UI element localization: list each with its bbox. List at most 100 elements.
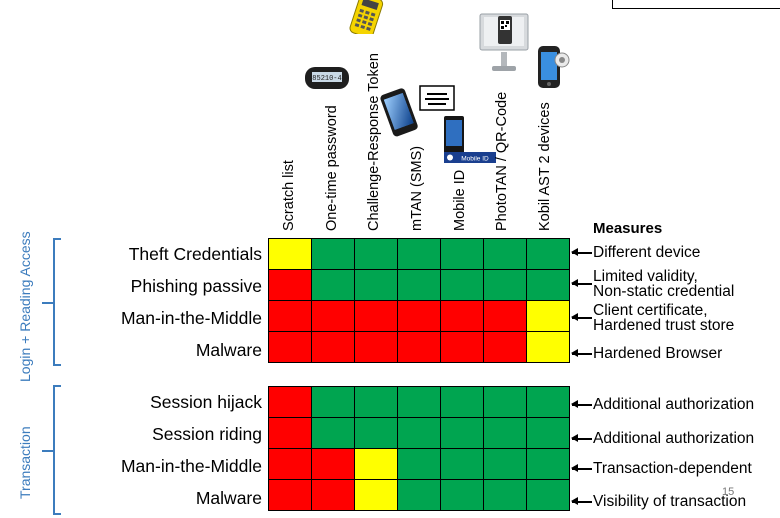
measure-item: Hardened Browser: [571, 345, 723, 363]
matrix-cell: [397, 386, 441, 418]
column-label-mtan-sms: mTAN (SMS): [409, 145, 425, 231]
matrix-cell: [483, 417, 527, 449]
measure-text: Visibility of transaction: [593, 493, 747, 511]
measure-item: Additional authorization: [571, 396, 755, 414]
matrix-cell: [268, 448, 312, 480]
matrix-cell: [397, 300, 441, 332]
arrow-left-icon: [571, 465, 592, 472]
arrow-left-icon: [571, 350, 592, 357]
matrix-cell: [526, 331, 570, 363]
matrix-cell: [397, 238, 441, 270]
matrix-cell: [354, 269, 398, 301]
row-label-theft-credentials: Theft Credentials: [128, 244, 262, 264]
matrix-row: [268, 448, 570, 480]
matrix-row: [268, 386, 570, 418]
matrix-cell: [311, 269, 355, 301]
measure-text: Hardened Browser: [593, 345, 723, 363]
matrix-cell: [268, 331, 312, 363]
matrix-row: [268, 269, 570, 301]
matrix-cell: [526, 448, 570, 480]
row-label-man-in-the-middle-transaction: Man-in-the-Middle: [120, 456, 262, 476]
risk-matrix-login: [268, 238, 570, 363]
matrix-row: [268, 300, 570, 332]
matrix-cell: [268, 238, 312, 270]
matrix-cell: [354, 417, 398, 449]
matrix-cell: [311, 300, 355, 332]
page-number: 15: [722, 486, 735, 498]
matrix-cell: [311, 417, 355, 449]
arrow-left-icon: [571, 249, 592, 256]
row-label-session-hijack: Session hijack: [150, 392, 262, 412]
matrix-cell: [311, 331, 355, 363]
matrix-cell: [440, 331, 484, 363]
column-label-phototan-qr-code: PhotoTAN / QR-Code: [494, 91, 510, 231]
matrix-cell: [526, 479, 570, 511]
matrix-cell: [440, 300, 484, 332]
matrix-cell: [483, 238, 527, 270]
otp-token-display: 85210-4: [312, 75, 341, 83]
otp-token-icon: 85210-4: [305, 67, 349, 89]
column-label-mobile-id: Mobile ID: [452, 169, 468, 231]
matrix-cell: [397, 269, 441, 301]
measure-text: Transaction-dependent: [593, 460, 752, 478]
column-label-one-time-password: One-time password: [324, 105, 340, 231]
matrix-cell: [440, 269, 484, 301]
matrix-cell: [440, 238, 484, 270]
mobile-id-badge: Mobile ID: [461, 156, 489, 163]
matrix-row: [268, 417, 570, 449]
matrix-cell: [397, 448, 441, 480]
column-label-challenge-response-token: Challenge-Response Token: [366, 53, 382, 231]
measure-item: Visibility of transaction: [571, 493, 747, 511]
matrix-row: [268, 238, 570, 270]
measure-text: Additional authorization: [593, 396, 755, 414]
matrix-row: [268, 331, 570, 363]
matrix-cell: [526, 417, 570, 449]
row-label-man-in-the-middle-login: Man-in-the-Middle: [120, 308, 262, 328]
matrix-cell: [354, 448, 398, 480]
arrow-left-icon: [571, 435, 592, 442]
risk-matrix-transaction: [268, 386, 570, 511]
matrix-cell: [354, 300, 398, 332]
matrix-row: [268, 479, 570, 511]
matrix-cell: [268, 386, 312, 418]
matrix-cell: [483, 386, 527, 418]
arrow-left-icon: [571, 401, 592, 408]
matrix-cell: [440, 417, 484, 449]
smartphone-sms-icon: [380, 85, 455, 137]
matrix-cell: [526, 238, 570, 270]
measure-text: Additional authorization: [593, 430, 755, 448]
row-label-malware-login: Malware: [195, 340, 262, 360]
measure-item: Limited validity, Non-static credential: [571, 269, 735, 300]
measure-item: Transaction-dependent: [571, 460, 752, 478]
kobil-device-icon: [538, 46, 570, 88]
column-label-kobil-ast2: Kobil AST 2 devices: [537, 102, 553, 231]
matrix-cell: [354, 479, 398, 511]
measure-item: Client certificate, Hardened trust store: [571, 303, 734, 333]
challenge-response-token-icon: [349, 0, 384, 34]
matrix-cell: [311, 448, 355, 480]
arrow-left-icon: [571, 314, 592, 321]
matrix-cell: [354, 331, 398, 363]
matrix-cell: [311, 479, 355, 511]
matrix-cell: [311, 386, 355, 418]
top-frame-box: [612, 0, 780, 9]
matrix-cell: [483, 479, 527, 511]
phototan-device-icon: [479, 13, 529, 71]
measure-text-line2: Non-static credential: [593, 283, 735, 300]
matrix-cell: [268, 417, 312, 449]
measure-item: Additional authorization: [571, 430, 755, 448]
row-label-session-riding: Session riding: [152, 424, 262, 444]
matrix-cell: [483, 448, 527, 480]
measure-text: Different device: [593, 244, 701, 262]
group-bracket-login: [42, 238, 61, 366]
matrix-cell: [268, 269, 312, 301]
arrow-left-icon: [571, 280, 592, 287]
matrix-cell: [268, 300, 312, 332]
matrix-cell: [397, 479, 441, 511]
matrix-cell: [440, 448, 484, 480]
matrix-cell: [268, 479, 312, 511]
matrix-cell: [483, 300, 527, 332]
group-bracket-transaction: [42, 385, 61, 515]
matrix-cell: [483, 269, 527, 301]
matrix-cell: [526, 386, 570, 418]
